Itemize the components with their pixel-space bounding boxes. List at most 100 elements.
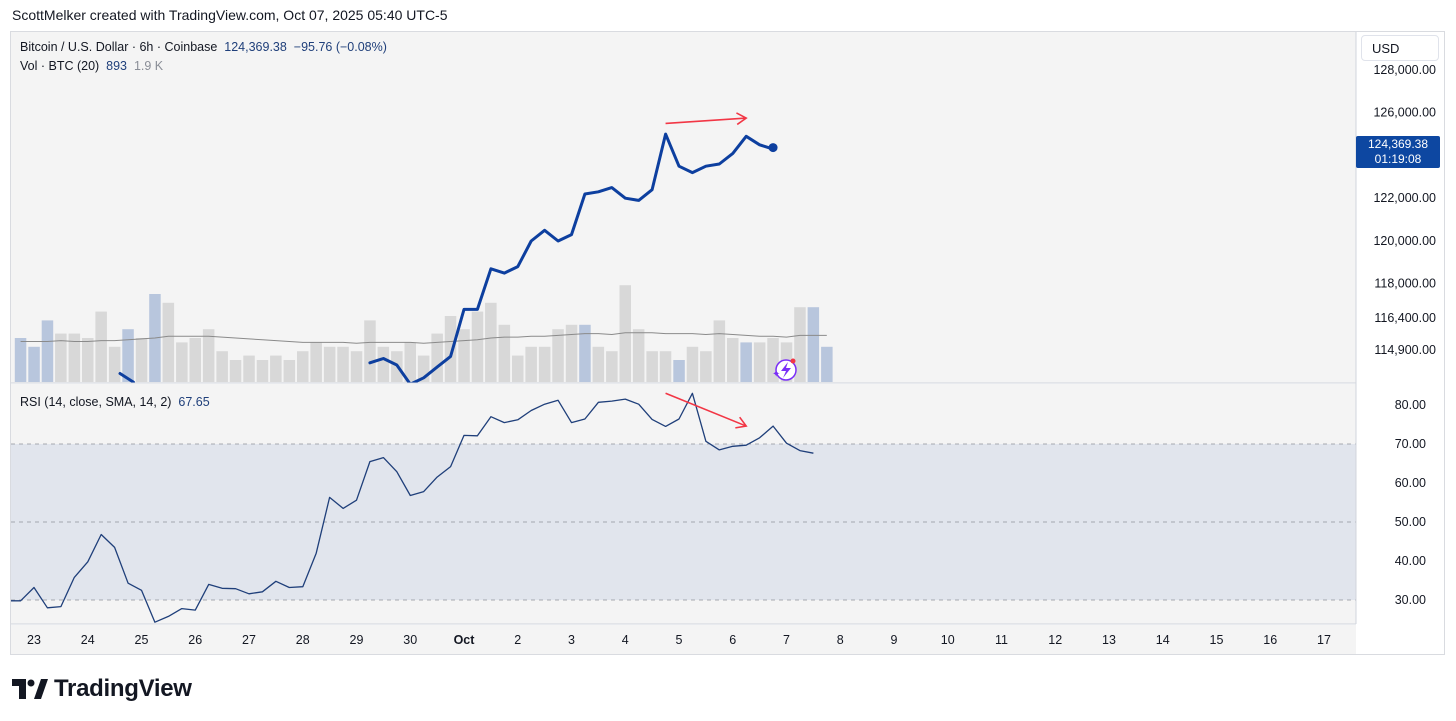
time-tick-label: 3: [568, 633, 575, 647]
volume-bar: [767, 338, 779, 382]
time-tick-label: 29: [350, 633, 364, 647]
volume-bar: [417, 355, 430, 382]
volume-bar: [552, 329, 564, 382]
rsi-legend[interactable]: RSI (14, close, SMA, 14, 2) 67.65: [20, 395, 210, 409]
rsi-label: RSI (14, close, SMA, 14, 2): [20, 395, 172, 409]
last-price: 124,369.38: [224, 40, 287, 54]
price-series-line: [368, 132, 775, 383]
volume-bar: [202, 329, 215, 382]
volume-bar: [256, 360, 269, 382]
time-tick-label: 28: [296, 633, 310, 647]
volume-bar: [108, 346, 121, 382]
volume-bar: [686, 346, 699, 382]
rsi-scale[interactable]: 80.00 70.00 60.00 50.00 40.00 30.00: [1395, 398, 1426, 607]
time-tick-label: 11: [995, 633, 1008, 647]
volume-bar: [727, 338, 739, 382]
time-tick-label: 8: [837, 633, 844, 647]
price-tag-value: 124,369.38: [1367, 137, 1429, 151]
time-tick-label: 25: [135, 633, 149, 647]
volume-ma-line: [20, 332, 827, 344]
volume-bar: [619, 285, 631, 382]
price-tick-label: 128,000.00: [1373, 63, 1436, 77]
time-tick-label: 12: [1048, 633, 1062, 647]
time-tick-label: 13: [1102, 633, 1116, 647]
alert-icon[interactable]: ✦: [772, 358, 797, 381]
volume-bar: [337, 346, 349, 382]
rsi-divergence-arrow: [665, 392, 748, 429]
price-tick-label: 126,000.00: [1373, 106, 1436, 120]
volume-bar: [713, 320, 726, 382]
last-price-tag: 124,369.38 01:19:08: [1356, 136, 1440, 168]
volume-bar: [498, 324, 511, 382]
volume-bar: [579, 324, 591, 382]
volume-bar: [350, 351, 363, 382]
volume-bar: [122, 329, 134, 382]
time-tick-label: 16: [1263, 633, 1277, 647]
rsi-line: [11, 392, 814, 623]
volume-bar: [14, 338, 27, 382]
volume-bar: [659, 351, 672, 382]
time-tick-label: 14: [1156, 633, 1170, 647]
volume-bar: [740, 342, 752, 382]
tradingview-wordmark: TradingView: [54, 675, 192, 702]
time-tick-label: 23: [27, 633, 41, 647]
volume-bar: [794, 307, 806, 382]
rsi-tick-label: 40.00: [1395, 554, 1426, 568]
volume-bar: [135, 338, 148, 382]
rsi-value: 67.65: [178, 395, 210, 409]
time-tick-label: 27: [242, 633, 256, 647]
volume-bar: [525, 346, 537, 382]
time-tick-label: 24: [81, 633, 95, 647]
volume-bar: [807, 307, 820, 382]
time-tick-label: 17: [1317, 633, 1331, 647]
rsi-tick-label: 80.00: [1395, 398, 1426, 412]
time-tick-label: 5: [676, 633, 683, 647]
volume-bar: [28, 346, 40, 382]
tradingview-logo-icon: [12, 679, 48, 699]
tradingview-logo[interactable]: TradingView: [12, 675, 192, 703]
rsi-tick-label: 30.00: [1395, 593, 1426, 607]
time-scale[interactable]: 23 24 25 26 27 28 29 30 Oct 2 3 4 5 6 7 8 9 10 11 12 13 14 15 1…: [27, 633, 1331, 647]
symbol-title: Bitcoin / U.S. Dollar · 6h · Coinbase: [20, 40, 218, 54]
volume-bar: [632, 329, 645, 382]
volume-bar: [444, 316, 457, 382]
price-tick-label: 116,400.00: [1374, 311, 1436, 325]
chart-attribution: ScottMelker created with TradingView.com…: [12, 7, 448, 23]
volume-bar: [95, 311, 107, 382]
price-tick-label: 118,000.00: [1374, 277, 1436, 291]
volume-bar: [592, 346, 605, 382]
symbol-legend[interactable]: Bitcoin / U.S. Dollar · 6h · Coinbase 12…: [20, 40, 387, 54]
volume-bar: [364, 320, 376, 382]
volume-bar: [565, 324, 578, 382]
volume-bar: [458, 329, 470, 382]
price-tag-countdown: 01:19:08: [1374, 152, 1422, 166]
price-pane: ✦: [11, 32, 1356, 383]
time-tick-label: 9: [891, 633, 898, 647]
time-tick-label: 7: [783, 633, 790, 647]
volume-bar: [431, 333, 443, 382]
price-pane-bg: [11, 32, 1356, 383]
volume-bar: [229, 360, 242, 382]
volume-bar: [162, 302, 175, 382]
volume-bar: [377, 346, 390, 382]
volume-bar: [243, 355, 255, 382]
volume-bar: [270, 355, 282, 382]
rsi-pane: [11, 384, 1356, 624]
volume-bar: [700, 351, 712, 382]
price-tick-label: 120,000.00: [1373, 234, 1436, 248]
volume-bar: [471, 311, 484, 382]
volume-bar: [176, 342, 188, 382]
price-tick-label: 122,000.00: [1373, 191, 1436, 205]
volume-bar: [82, 338, 94, 382]
volume-legend[interactable]: Vol · BTC (20) 893 1.9 K: [20, 59, 163, 73]
volume-bar: [323, 346, 336, 382]
price-line: [118, 132, 778, 383]
time-tick-label: 6: [729, 633, 736, 647]
volume-bar: [485, 302, 497, 382]
rsi-guide-lines: [11, 443, 1356, 601]
currency-button[interactable]: USD: [1361, 35, 1439, 61]
time-tick-label: 26: [188, 633, 202, 647]
price-scale[interactable]: 128,000.00126,000.00124,000.00122,000.00…: [1373, 63, 1436, 357]
svg-text:✦: ✦: [772, 369, 780, 380]
